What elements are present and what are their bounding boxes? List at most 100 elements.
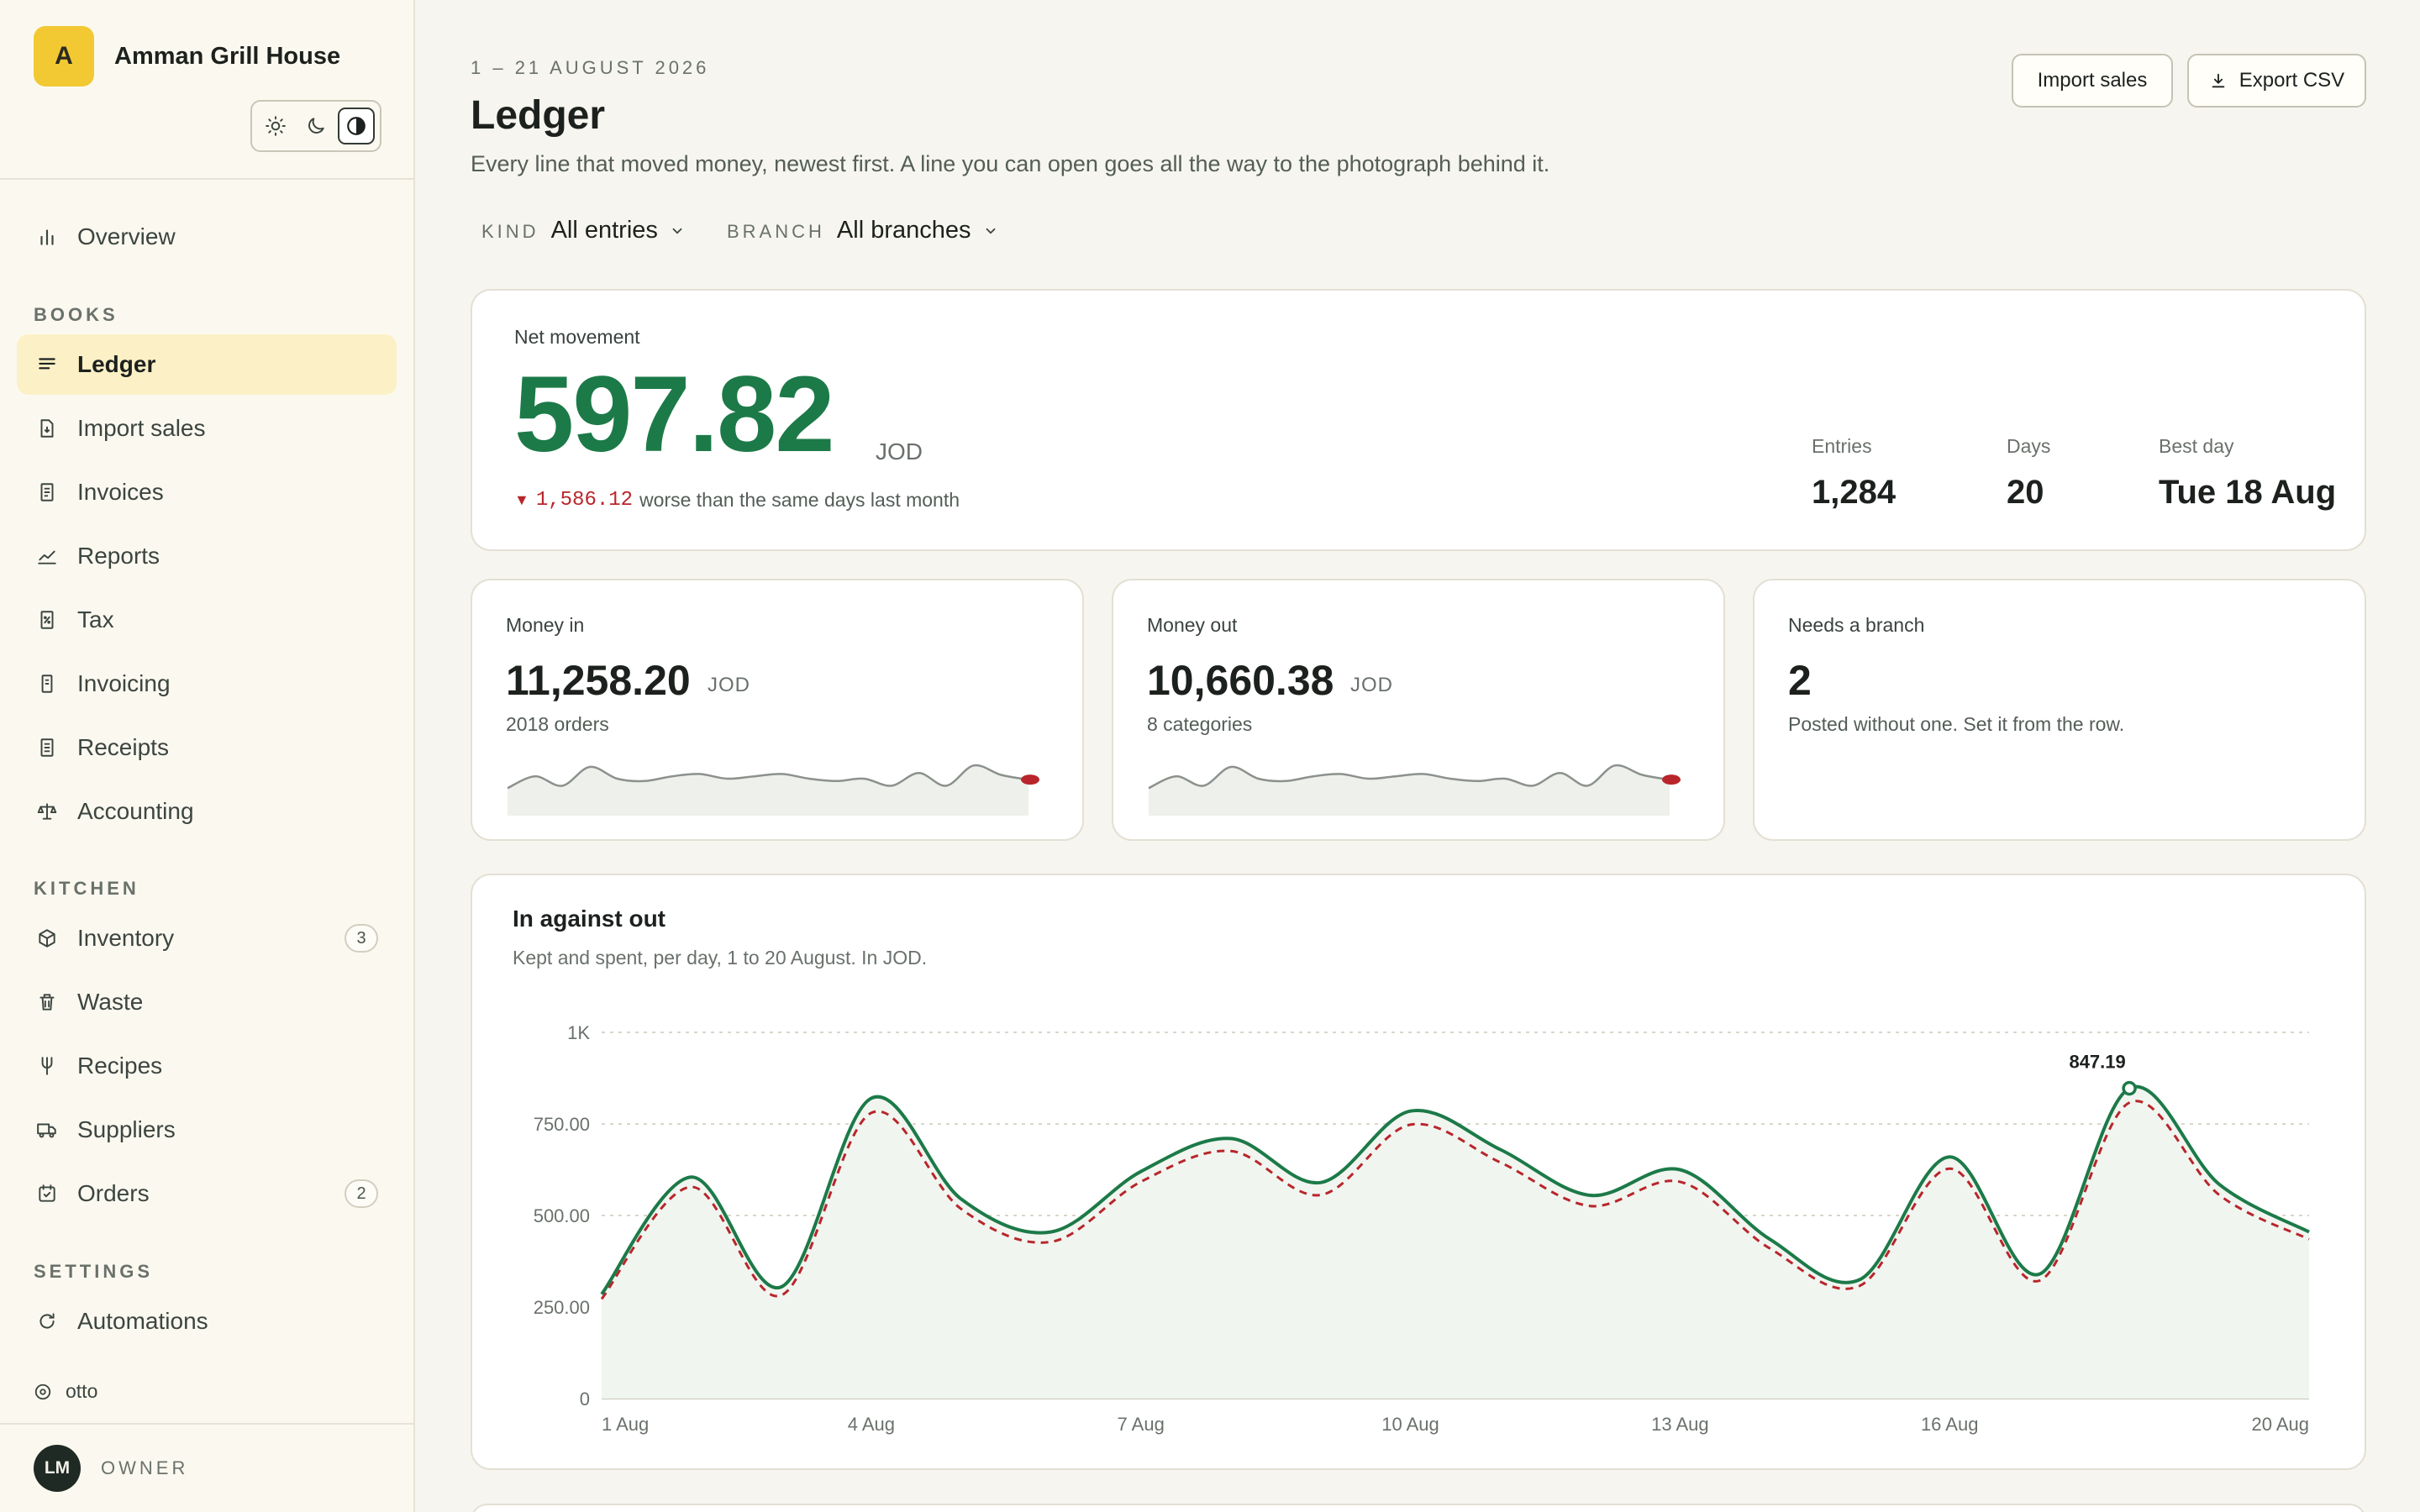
x-tick-label: 4 Aug — [848, 1414, 895, 1435]
nav-label: Automations — [77, 1308, 208, 1334]
nav-receipts[interactable]: Receipts — [17, 717, 397, 778]
next-section-card — [471, 1504, 2366, 1512]
nav-accounting[interactable]: Accounting — [17, 781, 397, 842]
chart-title: In against out — [513, 906, 666, 932]
export-csv-button[interactable]: Export CSV — [2187, 54, 2366, 108]
nav-label: Invoicing — [77, 670, 171, 696]
nav-import-sales[interactable]: Import sales — [17, 398, 397, 459]
sidebar-divider — [0, 1423, 415, 1425]
box-icon — [35, 927, 59, 950]
inventory-count-badge: 3 — [345, 924, 378, 953]
dark-theme-button[interactable] — [297, 108, 334, 144]
nav-recipes[interactable]: Recipes — [17, 1036, 397, 1096]
otto-label: otto — [66, 1380, 98, 1402]
nav-suppliers[interactable]: Suppliers — [17, 1100, 397, 1160]
kind-filter-value: All entries — [550, 217, 658, 244]
light-theme-button[interactable] — [257, 108, 294, 144]
nav-label: Ledger — [77, 351, 156, 377]
moon-icon — [308, 118, 324, 134]
y-tick-label: 1K — [567, 1022, 590, 1043]
section-heading-books: BOOKS — [34, 304, 118, 325]
nav-invoices[interactable]: Invoices — [17, 462, 397, 522]
peak-point[interactable] — [2122, 1080, 2137, 1096]
money-in-value: 11,258.20 — [506, 657, 691, 704]
stat-best-day-value: Tue 18 Aug — [2159, 474, 2337, 511]
receipt-icon — [35, 736, 59, 759]
branch-filter-label: BRANCH — [727, 221, 825, 242]
stat-days-value: 20 — [2007, 474, 2044, 511]
nav-reports[interactable]: Reports — [17, 526, 397, 586]
in-area — [602, 1086, 2309, 1399]
otto-assistant-link[interactable]: otto — [34, 1380, 97, 1403]
sparkline-area — [1149, 765, 1670, 816]
brand-logo: A — [34, 26, 94, 87]
page-title: Ledger — [471, 93, 606, 138]
money-in-unit: JOD — [708, 674, 750, 696]
trend-icon — [35, 544, 59, 568]
in-against-out-chart: In against out Kept and spent, per day, … — [513, 906, 2310, 1435]
fork-icon — [35, 1054, 59, 1078]
contrast-icon — [347, 117, 366, 135]
y-tick-label: 250.00 — [534, 1297, 590, 1318]
nav-label: Waste — [77, 989, 144, 1015]
nav-label: Recipes — [77, 1053, 163, 1079]
nav-waste[interactable]: Waste — [17, 972, 397, 1032]
money-in-sparkline — [507, 764, 1039, 816]
refresh-icon — [35, 1310, 59, 1333]
avatar: LM — [34, 1445, 81, 1492]
nav-label: Accounting — [77, 798, 194, 824]
x-tick-label: 20 Aug — [2251, 1414, 2309, 1435]
kind-filter[interactable]: KIND All entries — [481, 217, 685, 244]
contrast-theme-button[interactable] — [338, 108, 375, 144]
list-icon — [35, 353, 59, 376]
theme-switcher — [250, 100, 381, 152]
nav-label: Invoices — [77, 479, 164, 505]
chevron-down-icon — [986, 228, 995, 234]
nav-label: Reports — [77, 543, 160, 569]
sparkline-end-marker — [1662, 774, 1681, 785]
delta-text: worse than the same days last month — [639, 489, 960, 511]
nav-label: Tax — [77, 606, 114, 633]
x-tick-label: 16 Aug — [1921, 1414, 1979, 1435]
x-tick-label: 13 Aug — [1651, 1414, 1709, 1435]
x-tick-label: 1 Aug — [602, 1414, 649, 1435]
otto-icon — [34, 1383, 51, 1399]
user-menu[interactable]: LM OWNER — [34, 1445, 188, 1492]
nav-tax[interactable]: Tax — [17, 590, 397, 650]
series-line-solid — [600, 1084, 2310, 1295]
nav-automations[interactable]: Automations — [17, 1291, 397, 1352]
nav-invoicing[interactable]: Invoicing — [17, 654, 397, 714]
nav-orders[interactable]: Orders 2 — [17, 1163, 397, 1224]
section-heading-kitchen: KITCHEN — [34, 878, 139, 899]
page-subtitle: Every line that moved money, newest firs… — [471, 151, 1550, 176]
nav-inventory[interactable]: Inventory 3 — [17, 908, 397, 969]
nav-label: Inventory — [77, 925, 175, 951]
scale-icon — [35, 800, 59, 823]
net-movement-card: Net movement 597.82 JOD ▼ 1,586.12 worse… — [471, 289, 2366, 551]
invoicing-icon — [35, 672, 59, 696]
money-in-card[interactable]: Money in 11,258.20 JOD 2018 orders — [471, 579, 1084, 841]
download-icon — [2212, 73, 2225, 88]
truck-icon — [35, 1118, 59, 1142]
x-tick-label: 7 Aug — [1118, 1414, 1165, 1435]
stat-best-day-label: Best day — [2159, 435, 2234, 457]
nav-overview[interactable]: Overview — [17, 207, 397, 267]
stat-entries-value: 1,284 — [1812, 474, 1897, 511]
bar-chart-icon — [35, 225, 59, 249]
nav-label: Import sales — [77, 415, 206, 441]
peak-value-label: 847.19 — [2069, 1052, 2125, 1073]
sun-icon — [266, 116, 286, 136]
import-sales-button[interactable]: Import sales — [2012, 54, 2173, 108]
nav-ledger[interactable]: Ledger — [17, 334, 397, 395]
branch-filter[interactable]: BRANCH All branches — [727, 217, 998, 244]
stat-days-label: Days — [2007, 435, 2051, 457]
brand[interactable]: A Amman Grill House — [34, 26, 340, 87]
y-tick-label: 750.00 — [534, 1114, 590, 1135]
kind-filter-label: KIND — [481, 221, 539, 242]
needs-branch-value: 2 — [1788, 657, 1812, 704]
net-movement-label: Net movement — [514, 326, 640, 348]
needs-branch-card[interactable]: Needs a branch 2 Posted without one. Set… — [1753, 579, 2366, 841]
money-out-card[interactable]: Money out 10,660.38 JOD 8 categories — [1112, 579, 1725, 841]
money-in-sub: 2018 orders — [506, 713, 609, 735]
export-csv-label: Export CSV — [2238, 69, 2345, 92]
